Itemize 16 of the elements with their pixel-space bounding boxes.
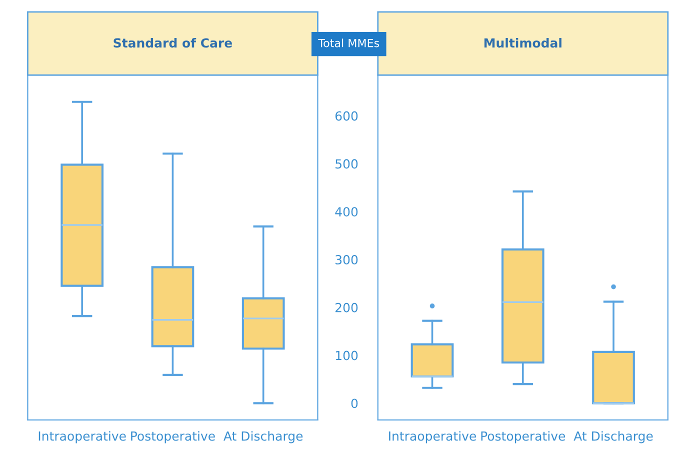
y-tick-label: 200 bbox=[335, 302, 358, 312]
y-tick-label: 100 bbox=[336, 350, 358, 360]
x-tick-label: At Discharge bbox=[224, 431, 303, 444]
x-tick-label: Intraoperative bbox=[38, 431, 126, 444]
chart-title: Standard of Care bbox=[114, 38, 232, 48]
chart-title: Multimodal bbox=[484, 38, 562, 48]
y-tick-label: 400 bbox=[335, 207, 358, 217]
x-tick-label: Postoperative bbox=[131, 431, 215, 444]
y-axis-title: Total MMEs bbox=[318, 38, 380, 48]
x-tick-label: At Discharge bbox=[574, 431, 653, 444]
y-tick-label: 500 bbox=[336, 159, 358, 169]
x-tick-label: Intraoperative bbox=[389, 431, 476, 444]
y-tick-label: 0 bbox=[351, 398, 358, 408]
y-tick-label: 300 bbox=[336, 254, 358, 264]
y-tick-label: 600 bbox=[335, 111, 358, 121]
x-tick-label: Postoperative bbox=[481, 431, 566, 444]
